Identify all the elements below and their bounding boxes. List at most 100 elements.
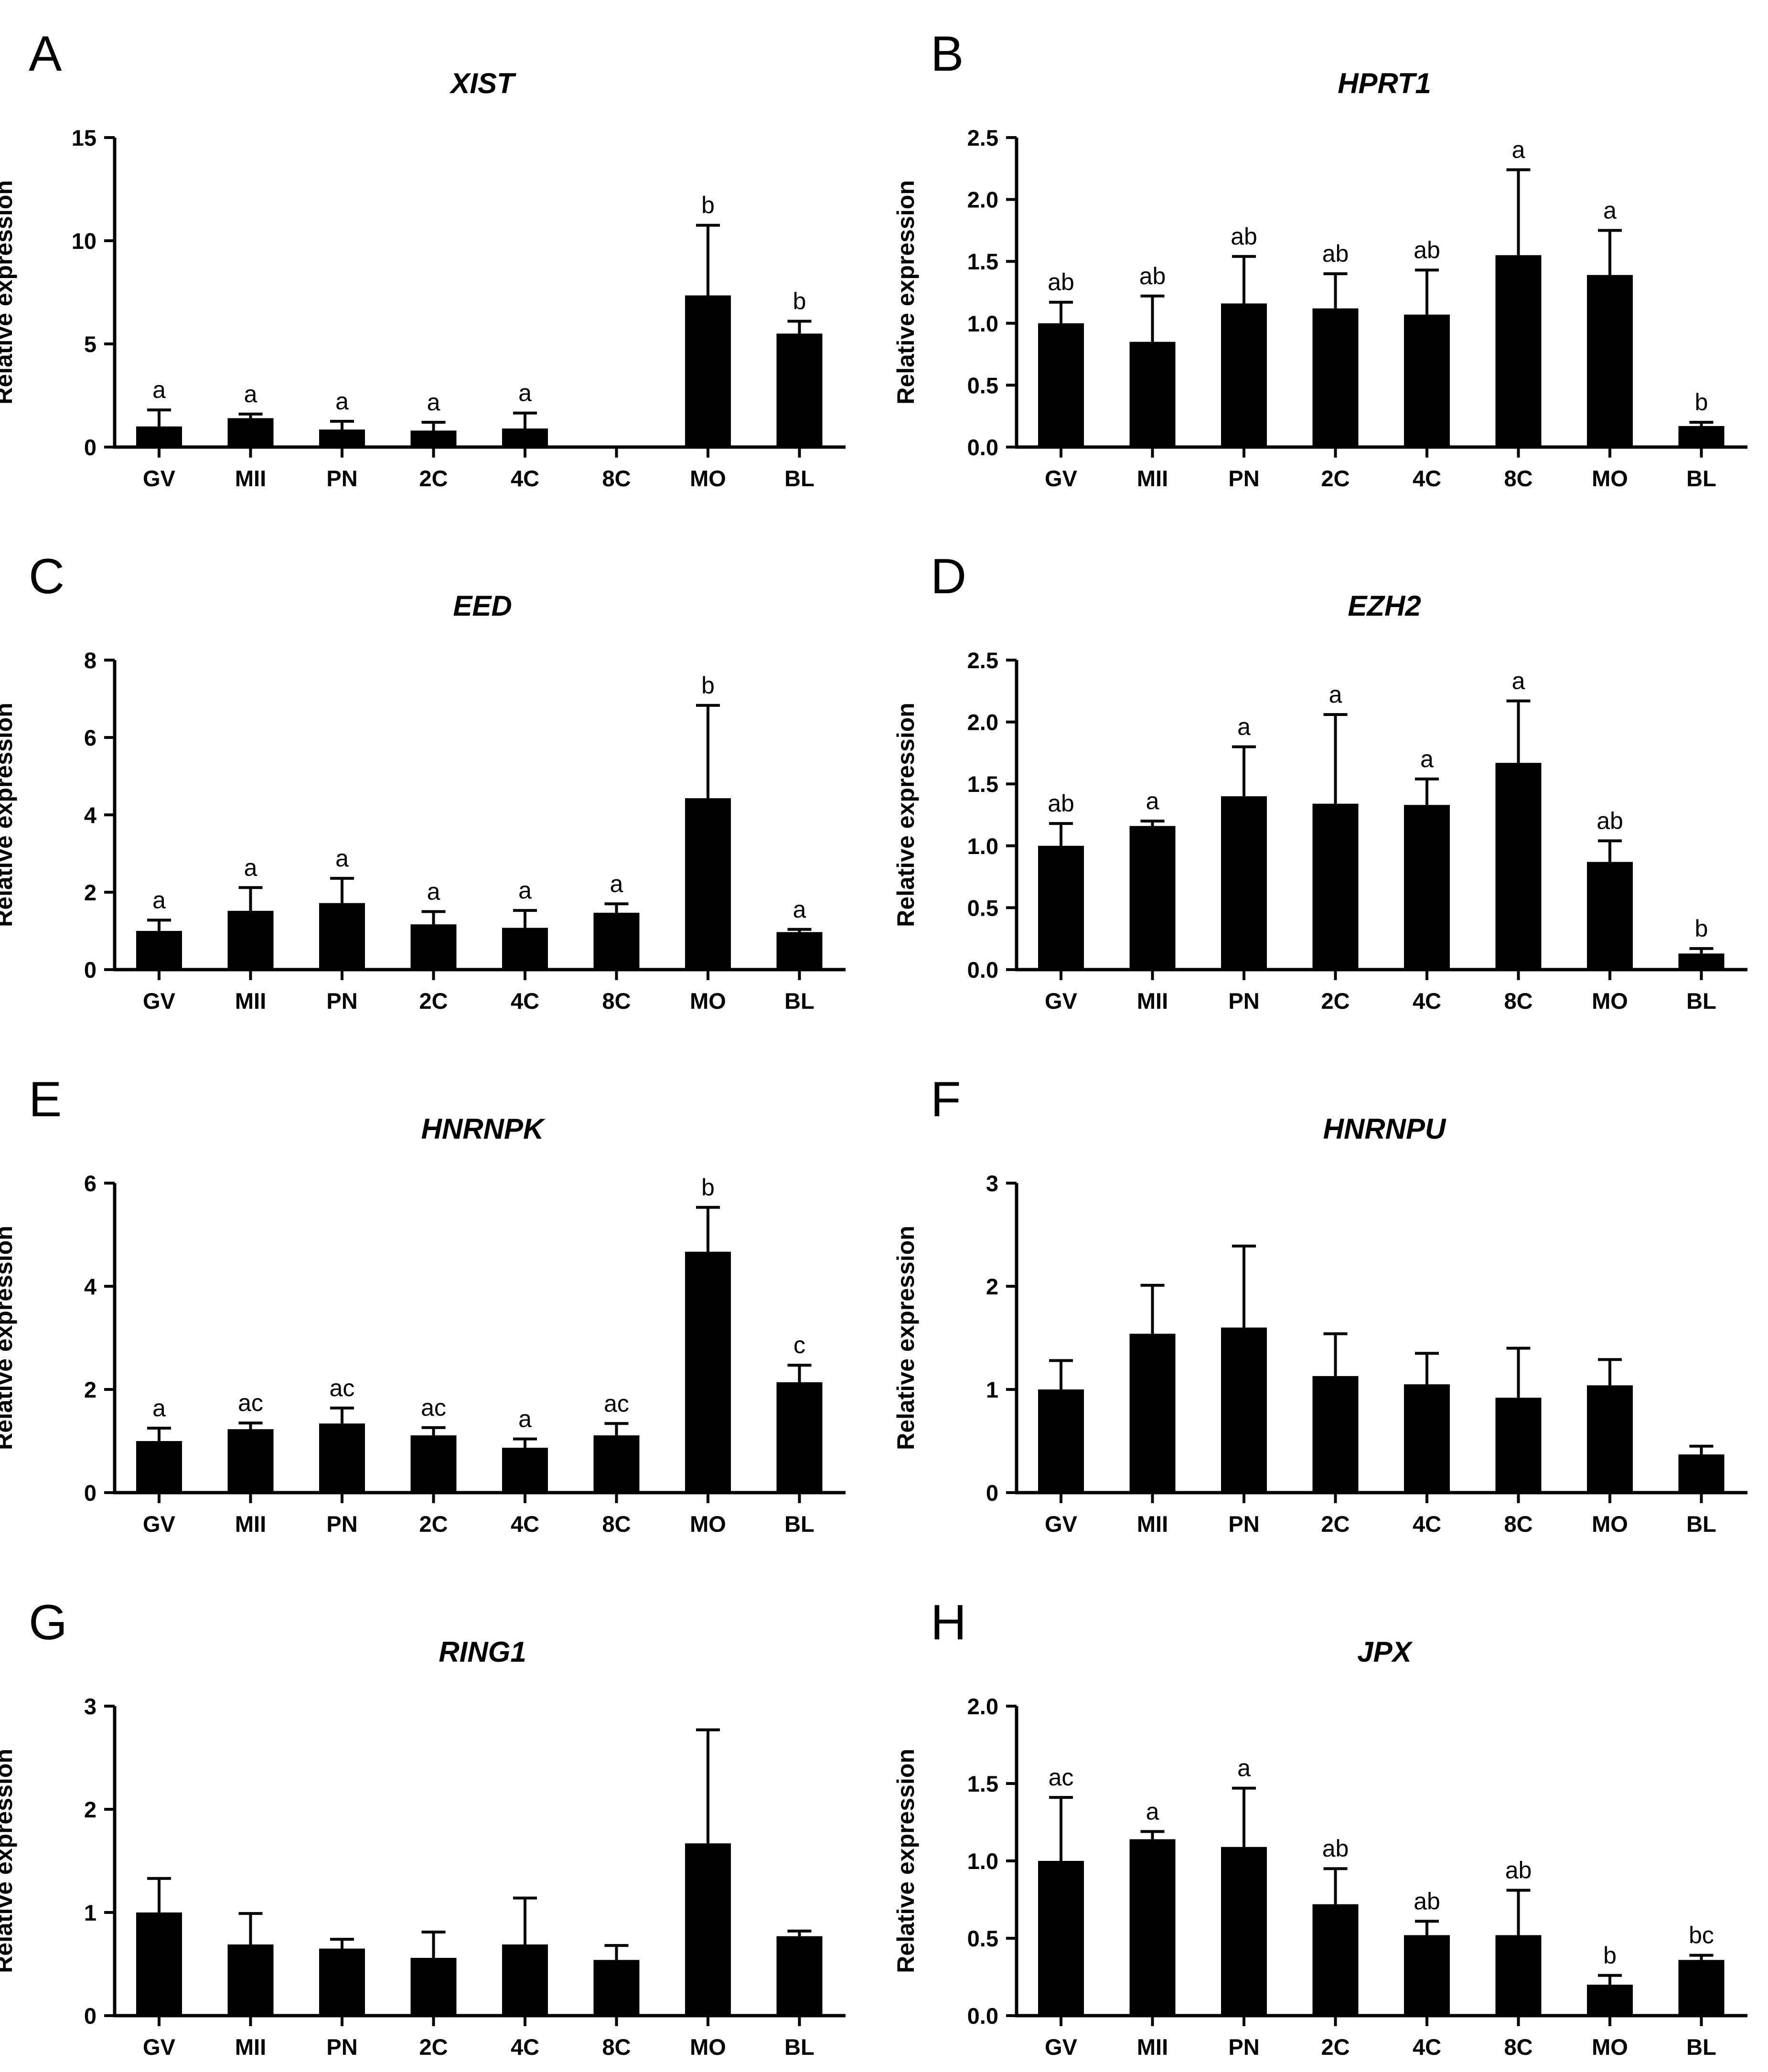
y-tick-label: 1.5 [967, 249, 998, 274]
bar-mii [227, 1429, 274, 1493]
significance-label: ab [1139, 263, 1166, 289]
y-tick-label: 1.5 [967, 771, 998, 797]
significance-label: a [610, 870, 623, 897]
panel-a: A XIST Relative expression 0 5 10 15 GV a MII a PN a… [0, 26, 846, 491]
significance-label: b [701, 192, 715, 219]
significance-label: a [244, 381, 257, 407]
panel-letter: H [931, 1595, 966, 1650]
bar-pn [319, 1948, 365, 2016]
y-tick-label: 2 [84, 1377, 96, 1402]
significance-label: a [152, 376, 166, 403]
bar-4c [502, 928, 548, 970]
bar-8c [593, 1960, 640, 2016]
x-tick-label: MII [1137, 988, 1168, 1014]
bar-bl [776, 333, 823, 447]
x-tick-label: PN [1228, 988, 1259, 1014]
panel-letter: A [29, 26, 62, 82]
significance-label: a [427, 878, 440, 905]
bar-2c [1312, 803, 1359, 970]
y-tick-label: 0.0 [967, 435, 998, 460]
panel-c: C EED Relative expression 0 2 4 6 8 GV a MII a PN a 2C… [0, 549, 846, 1014]
y-tick-label: 1.0 [967, 1848, 998, 1874]
x-tick-label: 2C [419, 466, 448, 491]
bar-gv [136, 1912, 182, 2016]
significance-label: ab [1048, 269, 1074, 296]
significance-label: a [518, 1406, 532, 1432]
bar-gv [1038, 845, 1084, 970]
x-tick-label: BL [784, 988, 814, 1014]
bar-bl [776, 1382, 823, 1493]
x-tick-label: 4C [1413, 466, 1441, 491]
y-axis-label: Relative expression [892, 1226, 919, 1450]
x-tick-label: 2C [419, 1511, 448, 1537]
x-tick-label: 8C [1504, 466, 1532, 491]
significance-label: bc [1689, 1922, 1714, 1949]
x-tick-label: MII [235, 1511, 266, 1537]
significance-label: ac [604, 1390, 629, 1417]
bar-mii [1129, 342, 1176, 447]
x-tick-label: 8C [602, 466, 631, 491]
x-tick-label: PN [326, 988, 357, 1014]
bar-gv [136, 1441, 182, 1493]
x-tick-label: BL [784, 466, 814, 491]
y-tick-label: 6 [84, 1171, 96, 1196]
significance-label: b [793, 288, 806, 314]
significance-label: ab [1414, 1888, 1440, 1914]
significance-label: c [793, 1332, 805, 1358]
bar-2c [410, 1958, 457, 2016]
significance-label: ab [1414, 236, 1440, 263]
bar-bl [1678, 1454, 1725, 1493]
bar-8c [1495, 1398, 1542, 1493]
x-tick-label: 2C [1321, 2034, 1350, 2060]
y-tick-label: 0 [84, 435, 96, 460]
bar-bl [776, 932, 823, 970]
bar-pn [1221, 1327, 1267, 1493]
x-tick-label: PN [326, 1511, 357, 1537]
x-tick-label: 8C [602, 1511, 631, 1537]
y-tick-label: 0.0 [967, 957, 998, 983]
significance-label: b [1695, 915, 1708, 942]
chart-title: RING1 [439, 1636, 526, 1668]
y-tick-label: 3 [986, 1171, 998, 1196]
panel-letter: D [931, 549, 966, 604]
y-tick-label: 0.5 [967, 895, 998, 920]
x-tick-label: GV [143, 466, 176, 491]
x-tick-label: MII [1137, 2034, 1168, 2060]
x-tick-label: 2C [1321, 1511, 1350, 1537]
panel-f: F HNRNPU Relative expression 0 1 2 3 GV MII PN 2C 4… [892, 1072, 1747, 1537]
bar-bl [1678, 953, 1725, 970]
significance-label: b [701, 1174, 715, 1201]
chart-title: EED [453, 590, 512, 622]
x-tick-label: BL [1686, 988, 1716, 1014]
x-tick-label: 8C [1504, 1511, 1532, 1537]
x-tick-label: MO [1592, 988, 1628, 1014]
x-tick-label: 4C [1413, 1511, 1441, 1537]
bar-mii [1129, 1839, 1176, 2016]
y-tick-label: 0.5 [967, 1926, 998, 1951]
significance-label: b [1603, 1942, 1617, 1969]
x-tick-label: 8C [1504, 2034, 1532, 2060]
y-axis-label: Relative expression [892, 1749, 919, 1973]
x-tick-label: MO [690, 466, 726, 491]
bar-pn [1221, 1847, 1267, 2016]
y-axis-label: Relative expression [892, 180, 919, 405]
bar-8c [593, 1435, 640, 1493]
x-tick-label: 4C [511, 988, 539, 1014]
x-tick-label: BL [784, 2034, 814, 2060]
bar-gv [136, 931, 182, 970]
significance-label: ab [1322, 240, 1349, 267]
bar-mii [227, 910, 274, 970]
significance-label: a [793, 896, 806, 923]
x-tick-label: 4C [511, 2034, 539, 2060]
y-tick-label: 0 [986, 1480, 998, 1506]
x-tick-label: 2C [419, 2034, 448, 2060]
x-tick-label: BL [784, 1511, 814, 1537]
bar-4c [502, 1944, 548, 2016]
chart-title: HPRT1 [1338, 67, 1431, 99]
significance-label: a [1512, 136, 1525, 163]
y-tick-label: 2 [84, 1797, 96, 1822]
x-tick-label: 4C [511, 466, 539, 491]
y-tick-label: 2 [986, 1274, 998, 1299]
x-tick-label: GV [1045, 466, 1078, 491]
x-tick-label: GV [1045, 988, 1078, 1014]
